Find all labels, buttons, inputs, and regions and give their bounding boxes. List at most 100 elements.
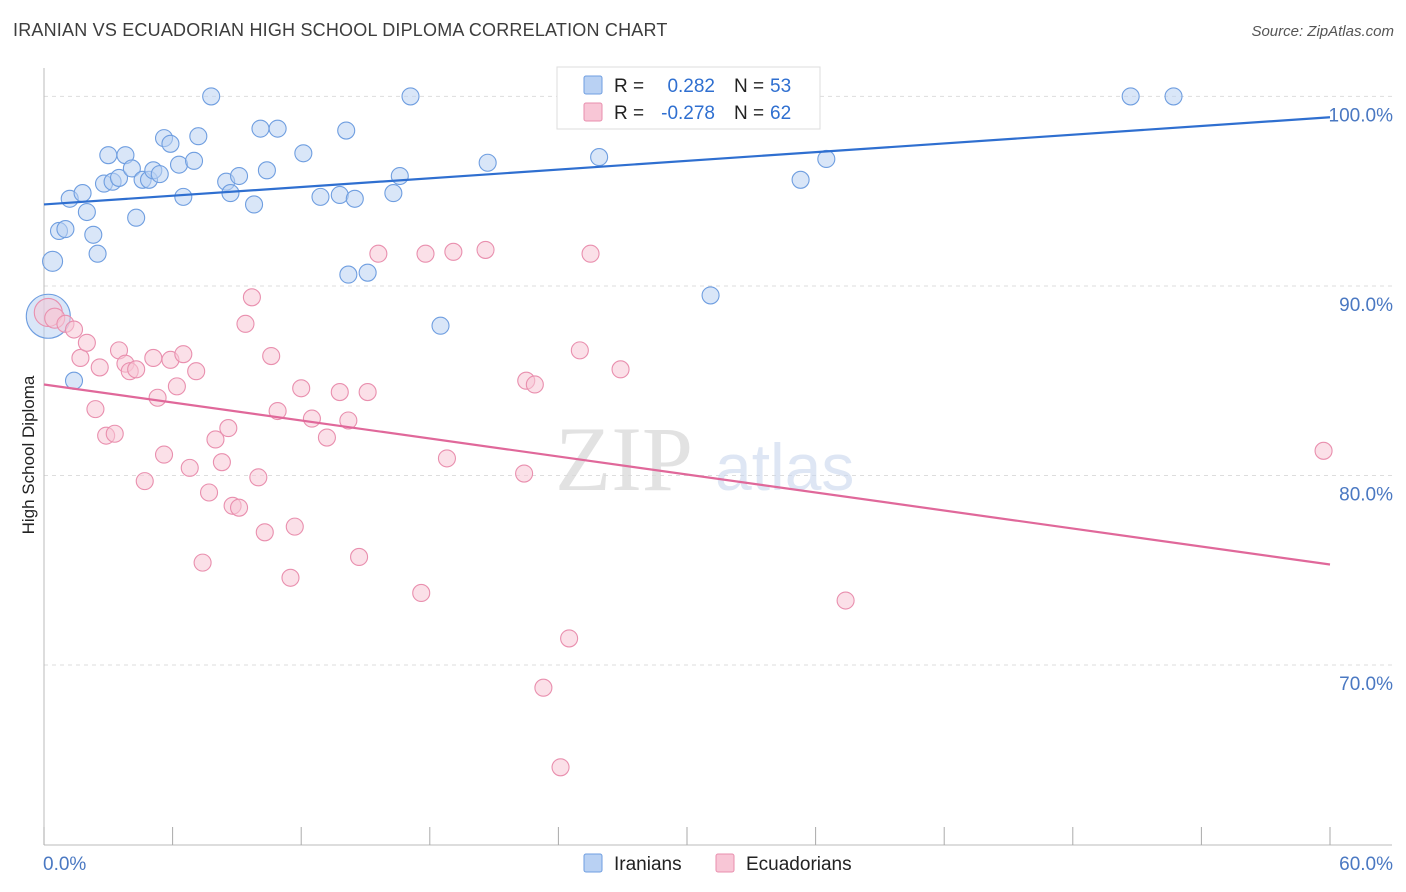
iranian-point xyxy=(64,371,84,390)
y-tick-label: 80.0% xyxy=(1339,484,1393,505)
axes xyxy=(43,68,1392,846)
ecuadorian-point xyxy=(174,345,193,364)
iranian-point xyxy=(701,286,720,305)
ecuadorian-point xyxy=(285,517,304,536)
legend-n-value: 53 xyxy=(770,76,791,97)
trend-lines xyxy=(43,116,1331,566)
series-ecuadorians xyxy=(33,240,1333,777)
legend-r-value: 0.282 xyxy=(667,76,715,97)
bottom-legend-ecuadorians-label: Ecuadorians xyxy=(746,854,852,875)
legend: R = 0.282 N = 53 R = -0.278 N = 62 xyxy=(556,66,821,130)
iranian-point xyxy=(42,250,64,272)
iranian-point xyxy=(244,195,264,214)
ecuadorian-point xyxy=(412,583,431,602)
iranian-point xyxy=(268,119,287,138)
iranian-point xyxy=(401,87,420,106)
iranian-point xyxy=(174,187,193,206)
ecuadorian-point xyxy=(262,347,281,366)
bottom-legend-iranians-swatch xyxy=(583,853,603,873)
ecuadorian-point xyxy=(416,244,435,263)
iranian-point xyxy=(817,149,836,169)
y-axis-label: High School Diploma xyxy=(19,375,38,534)
ecuadorian-point xyxy=(551,758,570,777)
ecuadorian-point xyxy=(317,428,336,447)
ecuadorian-point xyxy=(476,240,495,259)
iranian-point xyxy=(358,263,377,282)
y-tick-labels: 100.0% 90.0% 80.0% 70.0% xyxy=(1329,105,1394,695)
iranian-point xyxy=(339,265,358,284)
legend-n-label: N = xyxy=(734,103,764,124)
ecuadorian-point xyxy=(206,430,225,449)
iranian-trend-line xyxy=(43,116,1331,206)
ecuadorian-point xyxy=(268,401,287,421)
ecuadorian-point xyxy=(611,360,630,379)
iranian-point xyxy=(202,87,221,106)
iranian-point xyxy=(88,244,107,263)
iranian-point xyxy=(109,168,129,187)
iranian-point xyxy=(122,159,141,178)
legend-n-label: N = xyxy=(734,76,764,97)
ecuadorian-point xyxy=(560,629,579,648)
ecuadorian-point xyxy=(281,568,300,587)
ecuadorian-point xyxy=(255,523,274,542)
ecuadorian-point xyxy=(199,483,219,502)
ecuadorian-point xyxy=(236,314,255,333)
ecuadorian-trend-line xyxy=(43,383,1331,566)
ecuadorian-point xyxy=(135,472,154,491)
ecuadorian-point xyxy=(358,383,377,402)
legend-swatch-ecuadorians xyxy=(583,102,603,122)
ecuadorian-point xyxy=(249,468,268,487)
iranian-point xyxy=(229,166,249,186)
iranian-point xyxy=(478,153,497,172)
chart-title: IRANIAN VS ECUADORIAN HIGH SCHOOL DIPLOM… xyxy=(13,20,668,40)
iranian-point xyxy=(73,184,92,203)
ecuadorian-point xyxy=(144,348,163,368)
bottom-legend-iranians-label: Iranians xyxy=(614,854,682,875)
iranian-point xyxy=(791,170,810,189)
ecuadorian-point xyxy=(570,341,589,360)
iranian-point xyxy=(330,185,349,205)
iranian-point xyxy=(590,148,609,167)
ecuadorian-point xyxy=(350,547,369,566)
ecuadorian-point xyxy=(437,449,456,468)
iranian-point xyxy=(311,187,330,206)
y-tick-label: 70.0% xyxy=(1339,674,1393,695)
ecuadorian-point xyxy=(229,498,249,517)
iranian-point xyxy=(337,121,356,140)
x-tick-label: 0.0% xyxy=(43,854,86,875)
iranian-point xyxy=(294,144,313,163)
legend-r-value: -0.278 xyxy=(661,103,715,124)
ecuadorian-point xyxy=(219,419,238,438)
ecuadorian-point xyxy=(71,348,90,368)
ecuadorian-point xyxy=(525,375,544,394)
ecuadorian-point xyxy=(86,400,105,419)
iranian-point xyxy=(189,127,208,146)
ecuadorian-point xyxy=(105,424,124,443)
iranian-point xyxy=(257,161,276,180)
iranian-point xyxy=(77,202,96,222)
ecuadorian-point xyxy=(515,464,534,483)
y-tick-label: 90.0% xyxy=(1339,295,1393,316)
ecuadorian-point xyxy=(339,411,358,430)
ecuadorian-point xyxy=(534,678,553,697)
ecuadorian-point xyxy=(180,458,199,477)
ecuadorian-point xyxy=(127,360,146,379)
y-tick-label: 100.0% xyxy=(1329,105,1394,126)
ecuadorian-point xyxy=(212,453,231,472)
bottom-legend: Iranians Ecuadorians xyxy=(583,853,852,875)
iranian-point xyxy=(99,146,118,165)
ecuadorian-point xyxy=(64,320,84,339)
iranian-point xyxy=(184,151,204,170)
iranian-point xyxy=(345,189,364,208)
ecuadorian-point xyxy=(1314,441,1333,460)
bottom-legend-ecuadorians-swatch xyxy=(715,853,735,873)
watermark: ZIP atlas xyxy=(555,408,854,510)
ecuadorian-point xyxy=(77,333,96,352)
iranian-point xyxy=(390,166,409,186)
ecuadorian-point xyxy=(148,388,167,407)
ecuadorian-point xyxy=(369,244,388,263)
legend-n-value: 62 xyxy=(770,103,791,124)
legend-r-label: R = xyxy=(614,103,644,124)
x-tick-labels: 0.0% 60.0% xyxy=(43,854,1393,875)
grid-lines xyxy=(44,95,1392,666)
